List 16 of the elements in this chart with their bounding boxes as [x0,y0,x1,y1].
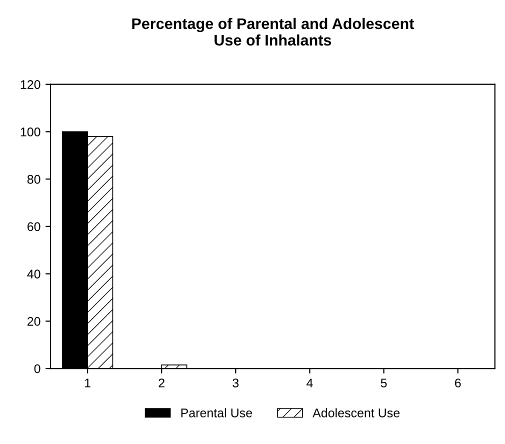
y-tick-label: 120 [20,80,40,90]
legend-label: Adolescent Use [312,408,400,418]
y-tick-label: 40 [27,270,40,278]
x-tick-label: 1 [85,378,90,388]
y-tick-label: 0 [34,364,40,374]
x-tick-label: 5 [380,378,387,388]
x-tick-label: 3 [232,378,239,388]
y-tick-label: 80 [27,174,40,184]
x-tick-label: 2 [158,378,164,388]
y-tick-label: 100 [20,128,40,136]
x-tick-label: 4 [306,378,313,388]
legend-label: Parental Use [181,408,252,418]
x-tick-label: 6 [455,378,461,388]
chart-title: Percentage of Parental and Adolescent Use of Inhalants [132,18,414,46]
y-tick-label: 20 [28,316,40,326]
y-tick-label: 60 [28,222,40,232]
